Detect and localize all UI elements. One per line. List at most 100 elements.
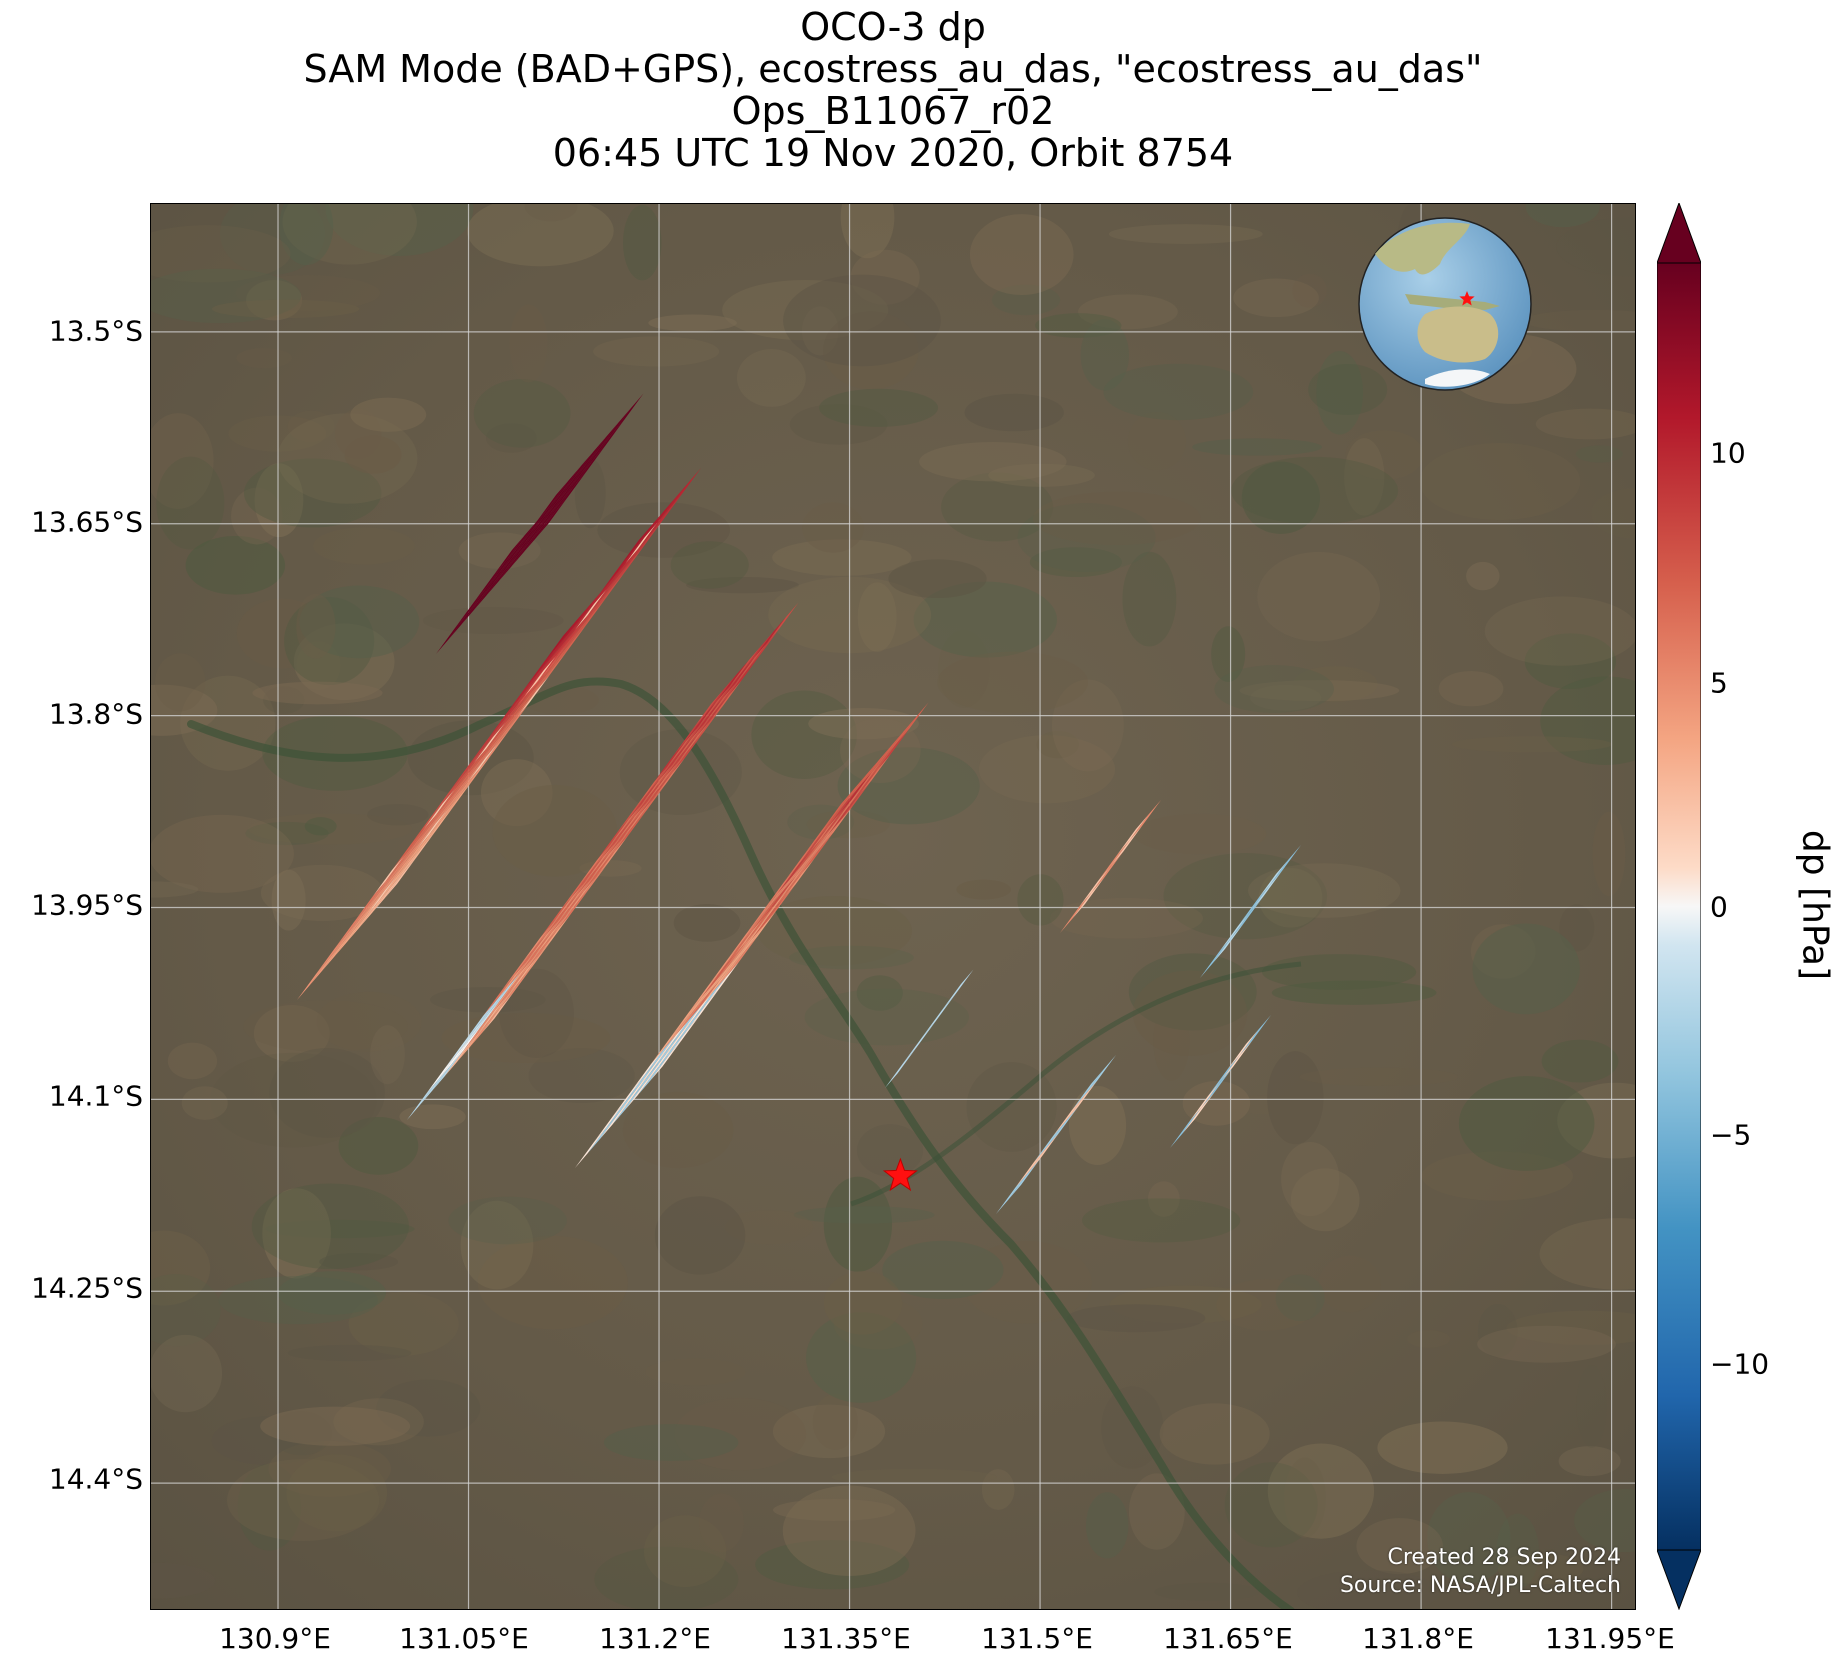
sounding-cell [543, 477, 575, 518]
terrain-patch [1216, 1279, 1317, 1331]
sounding-cell [473, 731, 505, 772]
sounding-cell [656, 1029, 688, 1070]
sounding-cell [498, 541, 530, 582]
sounding-cell [650, 494, 682, 535]
terrain-patch [296, 641, 341, 691]
sounding-cell [297, 959, 329, 1000]
terrain-patch [722, 279, 889, 341]
terrain-patch [1427, 1491, 1511, 1584]
sounding-cell [1200, 937, 1232, 978]
sounding-cell [347, 901, 379, 942]
sounding-cell [657, 482, 689, 523]
sounding-cell [682, 991, 714, 1032]
sounding-cell [385, 849, 417, 890]
terrain-patch [246, 280, 303, 321]
sounding-cell [385, 841, 417, 882]
sounding-cell [650, 1040, 682, 1081]
sounding-cell [694, 977, 726, 1018]
sounding-cell [531, 644, 563, 685]
sounding-cell [878, 728, 910, 769]
terrain-patch [593, 336, 720, 367]
terrain-patch [1284, 1457, 1326, 1538]
sounding-cell [735, 643, 767, 684]
sounding-cell [486, 716, 518, 757]
sounding-cell [904, 1021, 936, 1062]
terrain-patch [245, 821, 329, 846]
terrain-patch [1132, 970, 1248, 1057]
sounding-cell [603, 816, 635, 857]
terrain-patch [219, 204, 326, 275]
sounding-cell [609, 805, 641, 846]
sounding-cell [520, 940, 552, 981]
sounding-cell [564, 877, 596, 918]
sounding-cell [524, 503, 556, 544]
terrain-patch [299, 585, 420, 659]
sounding-cell [815, 801, 847, 842]
sounding-cell [335, 907, 367, 948]
sounding-cell [550, 618, 582, 659]
map-panel[interactable]: Created 28 Sep 2024 Source: NASA/JPL-Cal… [150, 203, 1636, 1610]
sounding-cell [575, 1127, 607, 1168]
title-line-2: SAM Mode (BAD+GPS), ecostress_au_das, "e… [303, 47, 1483, 91]
sounding-cell [391, 838, 423, 879]
sounding-cell [846, 769, 878, 810]
sounding-cell [1231, 897, 1263, 938]
terrain-patch [1557, 1082, 1635, 1159]
sounding-cell [448, 760, 480, 801]
lat-tick: 13.65°S [31, 505, 143, 539]
terrain-patch [850, 249, 920, 305]
sounding-cell [493, 696, 525, 737]
sounding-cell [474, 722, 506, 763]
sounding-cell [821, 806, 853, 847]
terrain-patch [1109, 1285, 1262, 1324]
sounding-cell [644, 1043, 676, 1084]
sounding-cell [594, 563, 626, 604]
sounding-cell [1250, 871, 1282, 912]
sounding-cell [555, 471, 587, 512]
terrain-patch [1147, 1181, 1180, 1217]
sounding-cell [691, 706, 723, 747]
sounding-cell [821, 798, 853, 839]
terrain-patch [1078, 294, 1178, 330]
sounding-cell [436, 613, 468, 654]
terrain-patch [674, 1398, 807, 1471]
terrain-patch [277, 1271, 387, 1315]
terrain-patch [1497, 1553, 1584, 1585]
terrain-patch [882, 1240, 1004, 1300]
target-star-icon [882, 1157, 918, 1192]
sounding-cell [461, 737, 493, 778]
sounding-cell [499, 532, 531, 573]
sounding-cell [558, 888, 590, 929]
sounding-cell [714, 942, 746, 983]
sounding-cell [612, 393, 644, 434]
sounding-cell [732, 925, 764, 966]
terrain-patch [823, 1271, 903, 1335]
sounding-cell [536, 497, 568, 538]
terrain-patch [757, 895, 913, 966]
sounding-cell [729, 654, 761, 695]
sounding-cell [584, 842, 616, 883]
terrain-patch [654, 1196, 746, 1275]
terrain-patch [831, 1468, 997, 1486]
sounding-cell [526, 929, 558, 970]
sounding-cell [417, 800, 449, 841]
terrain-patch [1159, 1403, 1270, 1465]
sounding-cell [802, 824, 834, 865]
sounding-cell [391, 846, 423, 887]
sounding-cell [650, 1032, 682, 1073]
sounding-cell [544, 621, 576, 662]
terrain-patch [937, 651, 1089, 714]
terrain-patch [367, 803, 429, 826]
sounding-cell [580, 434, 612, 475]
terrain-patch [1297, 1570, 1440, 1609]
terrain-patch [151, 1334, 223, 1413]
sounding-cell [663, 1009, 695, 1050]
terrain-patch [284, 597, 375, 686]
sounding-cell [442, 763, 474, 804]
terrain-patch [262, 715, 408, 791]
sounding-cell [679, 712, 711, 753]
sounding-cell [704, 675, 736, 716]
terrain-patch [260, 1406, 411, 1446]
sounding-cell [663, 1017, 695, 1058]
sounding-cell [720, 931, 752, 972]
